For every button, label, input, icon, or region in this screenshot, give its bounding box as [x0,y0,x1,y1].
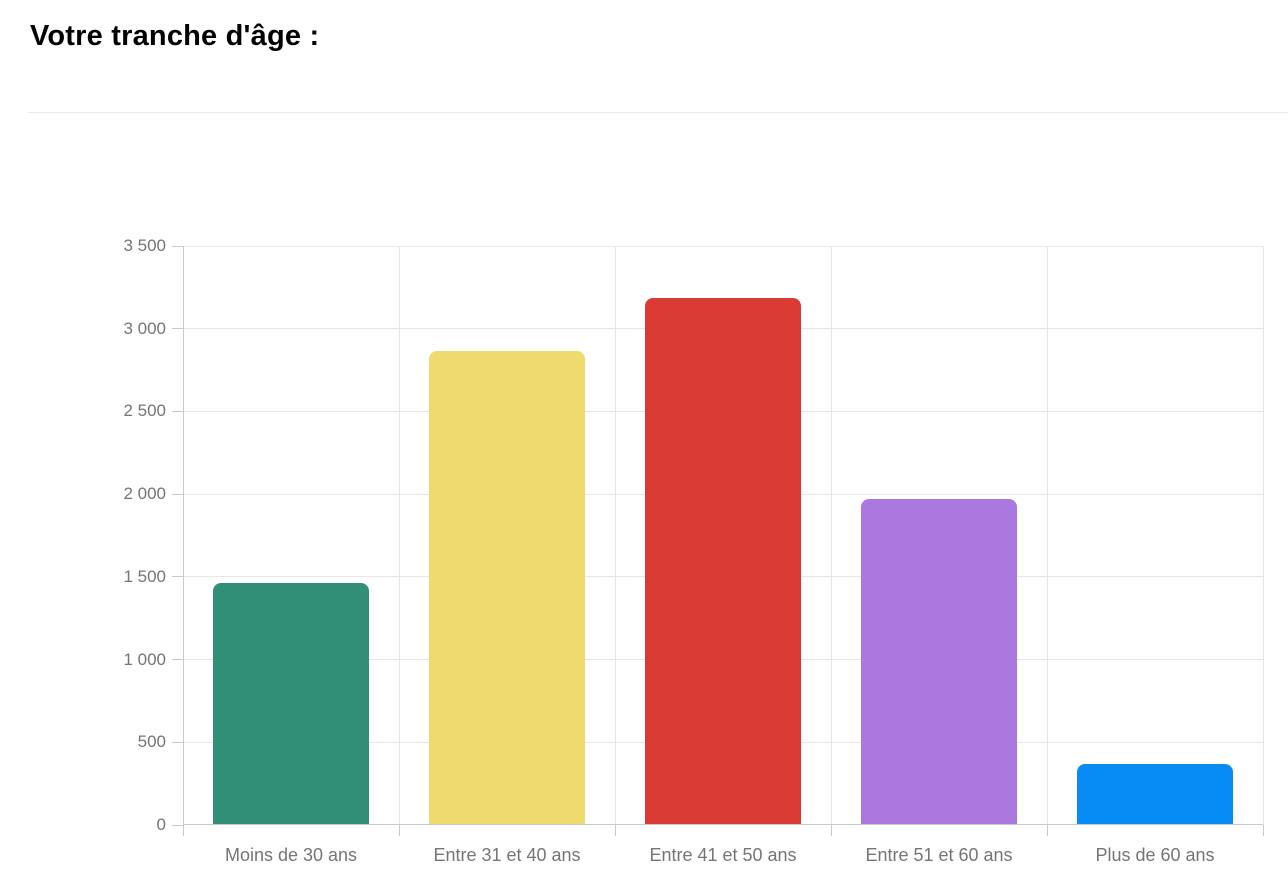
y-axis-tick [172,824,183,826]
y-axis-tick [172,410,183,412]
bar-4[interactable] [861,499,1017,825]
bar-chart: 0 500 1 000 1 500 2 000 2 500 3 000 3 500 Moins … [123,237,1264,865]
y-axis-tick [172,245,183,247]
y-axis-tick [172,659,183,661]
y-axis-tick-label: 1 000 [123,649,166,669]
question-title: Votre tranche d'âge : [30,20,320,52]
x-axis-baseline [183,824,1263,825]
bar-5[interactable] [1077,763,1233,825]
y-axis-tick-label: 2 500 [123,401,166,421]
x-axis-tick [398,825,400,836]
x-axis-category-label: Plus de 60 ans [1095,845,1215,865]
gridline-vertical [1046,246,1048,825]
bar-1[interactable] [213,583,369,825]
x-axis-category-label: Entre 31 et 40 ans [433,845,581,865]
gridline-vertical [1262,246,1264,825]
x-axis-category-label: Entre 51 et 60 ans [865,845,1013,865]
y-axis-tick-label: 3 000 [123,318,166,338]
gridline-vertical [398,246,400,825]
x-axis-tick [614,825,616,836]
y-axis-tick [172,328,183,330]
x-axis-category-label: Moins de 30 ans [224,845,358,865]
y-axis-tick-label: 2 000 [123,484,166,504]
y-axis-tick-label: 1 500 [123,566,166,586]
x-axis-category-label: Entre 41 et 50 ans [649,845,797,865]
y-axis-tick-label: 500 [137,732,166,752]
y-axis-line [182,246,184,836]
gridline-horizontal [183,245,1263,247]
x-axis-tick [1262,825,1264,836]
bar-2[interactable] [429,351,585,825]
y-axis-tick-label: 3 500 [123,236,166,255]
title-divider [28,112,1288,113]
gridline-vertical [830,246,832,825]
y-axis-tick [172,576,183,578]
y-axis-tick [172,741,183,743]
x-axis-tick [1046,825,1048,836]
y-axis-tick [172,493,183,495]
x-axis-tick [830,825,832,836]
bar-3[interactable] [645,298,801,825]
gridline-vertical [614,246,616,825]
y-axis-tick-label: 0 [156,815,166,834]
